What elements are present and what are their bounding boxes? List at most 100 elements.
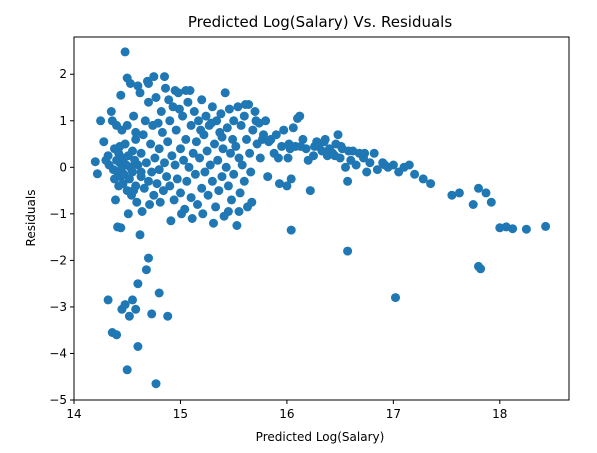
data-point: [194, 116, 203, 126]
data-point: [218, 144, 228, 154]
data-point: [351, 160, 361, 170]
data-point: [153, 118, 163, 128]
data-point: [207, 176, 217, 186]
data-point: [193, 200, 202, 209]
data-point: [295, 111, 305, 121]
data-point: [149, 72, 159, 82]
data-point: [196, 125, 206, 135]
data-point: [184, 162, 194, 172]
x-axis-label: Predicted Log(Salary): [256, 430, 385, 444]
y-tick-label: −5: [49, 393, 67, 407]
data-point: [330, 151, 340, 161]
data-point: [137, 207, 147, 216]
x-tick-label: 17: [386, 407, 401, 421]
data-point: [170, 160, 180, 170]
data-point: [286, 225, 296, 235]
data-point: [161, 83, 170, 93]
data-point: [234, 207, 244, 216]
x-tick-label: 15: [173, 407, 188, 421]
data-point: [129, 186, 139, 196]
data-point: [279, 125, 289, 135]
data-point: [203, 190, 213, 200]
data-point: [242, 134, 251, 144]
data-point: [150, 153, 160, 163]
data-point: [221, 162, 231, 172]
data-point: [474, 183, 483, 193]
data-point: [128, 146, 137, 156]
data-point: [410, 169, 420, 179]
data-point: [135, 88, 145, 98]
data-point: [146, 139, 156, 149]
data-point: [90, 157, 100, 167]
data-point: [380, 160, 390, 170]
data-point: [296, 141, 306, 151]
data-point: [188, 148, 198, 158]
data-point: [277, 141, 287, 151]
data-point: [191, 137, 201, 147]
data-point: [190, 169, 200, 179]
data-point: [202, 146, 212, 156]
data-point: [131, 134, 141, 144]
data-point: [147, 167, 157, 177]
data-point: [237, 160, 247, 170]
y-tick-label: 0: [59, 160, 67, 174]
data-point: [369, 148, 379, 158]
data-point: [128, 295, 137, 305]
x-tick-label: 18: [492, 407, 507, 421]
data-point: [447, 190, 457, 200]
data-point: [133, 160, 143, 170]
data-point: [250, 107, 260, 116]
data-point: [157, 127, 167, 137]
data-point: [481, 188, 491, 198]
y-tick-label: 1: [59, 114, 67, 128]
data-point: [232, 221, 242, 230]
data-point: [92, 169, 102, 179]
data-point: [273, 153, 283, 163]
data-point: [186, 193, 196, 203]
data-point: [170, 86, 180, 95]
data-point: [234, 153, 244, 163]
data-point: [131, 127, 141, 137]
data-point: [145, 200, 155, 209]
data-point: [171, 125, 181, 135]
data-point: [128, 167, 137, 177]
data-point: [183, 97, 193, 107]
data-point: [160, 72, 169, 82]
data-point: [144, 253, 153, 263]
data-point: [283, 153, 293, 163]
data-point: [476, 264, 486, 274]
data-point: [486, 197, 496, 207]
data-point: [103, 295, 113, 305]
y-tick-label: −3: [49, 300, 67, 314]
data-point: [245, 148, 255, 158]
data-point: [217, 132, 227, 142]
data-point: [222, 123, 232, 133]
y-tick-label: −2: [49, 253, 67, 267]
data-point: [231, 141, 241, 151]
data-point: [144, 79, 153, 88]
data-point: [261, 116, 271, 126]
data-point: [178, 111, 188, 121]
data-point: [144, 176, 153, 186]
data-point: [163, 137, 173, 147]
data-point: [96, 116, 106, 126]
data-point: [275, 179, 284, 189]
data-point: [133, 81, 143, 91]
data-point: [197, 183, 207, 193]
x-axis-ticks: 14 15 16 17 18: [66, 400, 507, 421]
data-point: [271, 130, 281, 140]
data-point: [495, 223, 505, 233]
data-point: [139, 183, 149, 193]
data-point: [298, 134, 308, 144]
data-point: [220, 88, 230, 98]
data-point: [229, 169, 239, 179]
data-point: [201, 111, 211, 121]
data-point: [181, 134, 191, 144]
data-point: [181, 86, 191, 95]
data-point: [251, 116, 261, 126]
data-point: [541, 221, 551, 231]
data-point: [372, 165, 382, 175]
data-point: [176, 144, 185, 154]
